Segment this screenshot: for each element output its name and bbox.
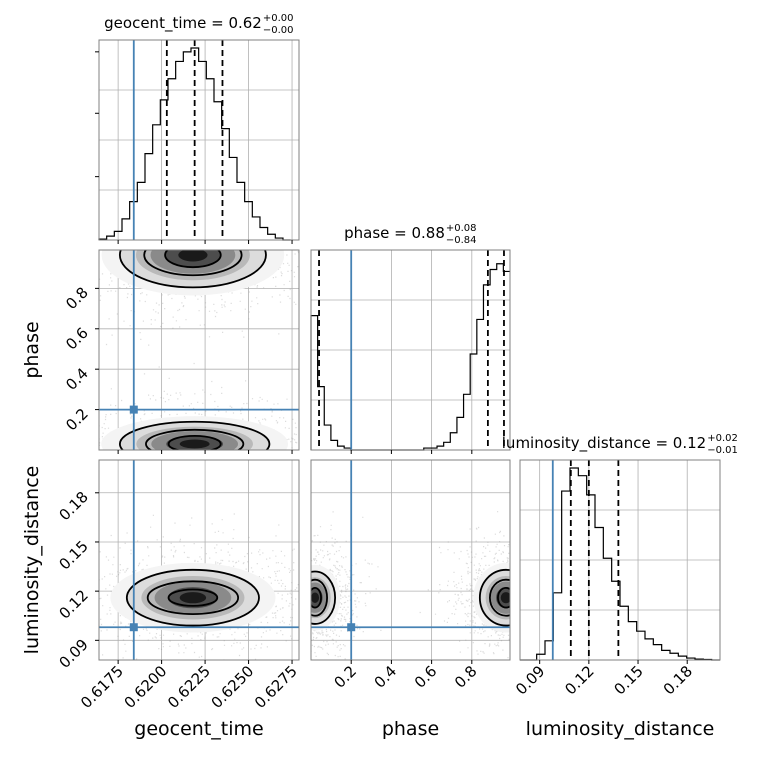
title-sub: −0.01 [707,445,738,456]
title-main: phase = 0.88 [344,224,445,242]
contour-line [125,568,260,627]
title-luminosity_distance: luminosity_distance = 0.12 +0.02−0.01 [502,433,738,456]
y-tick-label: 0.15 [55,537,91,573]
contour-line [143,250,243,277]
title-geocent_time: geocent_time = 0.62 +0.00−0.00 [104,13,293,36]
contour-line [164,250,222,269]
title-sub: −0.84 [446,235,477,246]
panel-frame [310,459,511,661]
title-phase: phase = 0.88 +0.08−0.84 [344,223,476,246]
y-tick-label: 0.4 [62,364,92,394]
title-sup: +0.08 [446,223,477,234]
x-tick-label: 0.6200 [121,662,171,712]
x-tick-label: 0.8 [451,662,481,692]
x-tick-label: 0.2 [330,662,360,692]
contour-line [118,420,271,450]
y-tick-label: 0.18 [55,488,91,524]
panel-frame [310,249,511,451]
x-tick-label: 0.6 [411,662,441,692]
x-tick-label: 0.18 [660,662,696,698]
x-tick-label: 0.12 [561,662,597,698]
hist-step-geocent_time [98,47,291,241]
injection-marker [129,405,138,414]
y-axis-label-phase: phase [21,321,43,378]
panel-frame [98,39,300,241]
contour-line [311,578,328,617]
contour-line [118,250,267,289]
title-sup: +0.00 [263,13,294,24]
x-tick-label: 0.09 [512,662,548,698]
y-tick-label: 0.8 [62,283,92,313]
injection-marker [129,623,138,632]
panel-frame [519,459,721,661]
density-level [179,592,207,604]
contour-line [311,586,322,609]
y-axis-label-luminosity_distance: luminosity_distance [21,466,43,655]
hist-panel-luminosity_distance: luminosity_distance = 0.12 +0.02−0.01 0.09… [502,433,738,698]
contour-line [167,588,219,607]
contour-line [145,428,245,450]
hist-panel-phase: phase = 0.88 +0.08−0.84 [310,223,511,454]
y-tick-label: 0.09 [55,635,91,671]
title-main: luminosity_distance = 0.12 [502,434,706,453]
density-level [500,592,510,604]
scatter-panel-phase_vs_geocent_time: 0.2 0.4 0.6 0.8 [62,249,300,454]
y-tick-label: 0.12 [55,586,91,622]
contour-line [489,578,510,617]
contour-line [497,586,510,609]
title-main: geocent_time = 0.62 [104,14,262,33]
density-level [179,439,210,449]
contour-line [167,434,222,450]
x-tick-label: 0.4 [371,662,401,692]
scatter-panel-luminosity_distance_vs_phase: 0.2 0.4 0.6 0.8 [310,459,511,692]
hist-step-luminosity_distance [520,467,720,661]
x-tick-label: 0.6250 [208,662,258,712]
x-tick-label: 0.6175 [77,662,127,712]
scatter-samples [311,511,382,660]
x-tick-label: 0.6225 [164,662,214,712]
contour-line [146,580,240,615]
injection-marker [347,623,356,632]
x-axis-label-phase: phase [382,718,439,740]
panel-frame [98,249,300,451]
panel-content [311,511,510,660]
title-sub: −0.00 [263,25,294,36]
y-tick-label: 0.6 [62,324,92,354]
x-axis-label-geocent_time: geocent_time [134,718,263,740]
density-level [311,592,320,603]
panel-content [99,513,299,660]
hist-step-phase [310,263,510,451]
contour-line [311,570,337,625]
x-tick-label: 0.6275 [251,662,301,712]
panel-content [99,250,299,450]
hist-panel-geocent_time: geocent_time = 0.62 +0.00−0.00 [95,13,300,244]
contour-line [478,568,510,627]
y-tick-label: 0.2 [62,405,92,435]
panel-frame [98,459,300,661]
density-level [178,250,208,262]
title-sup: +0.02 [707,433,738,444]
x-tick-label: 0.15 [611,662,647,698]
x-axis-label-luminosity_distance: luminosity_distance [526,718,715,740]
